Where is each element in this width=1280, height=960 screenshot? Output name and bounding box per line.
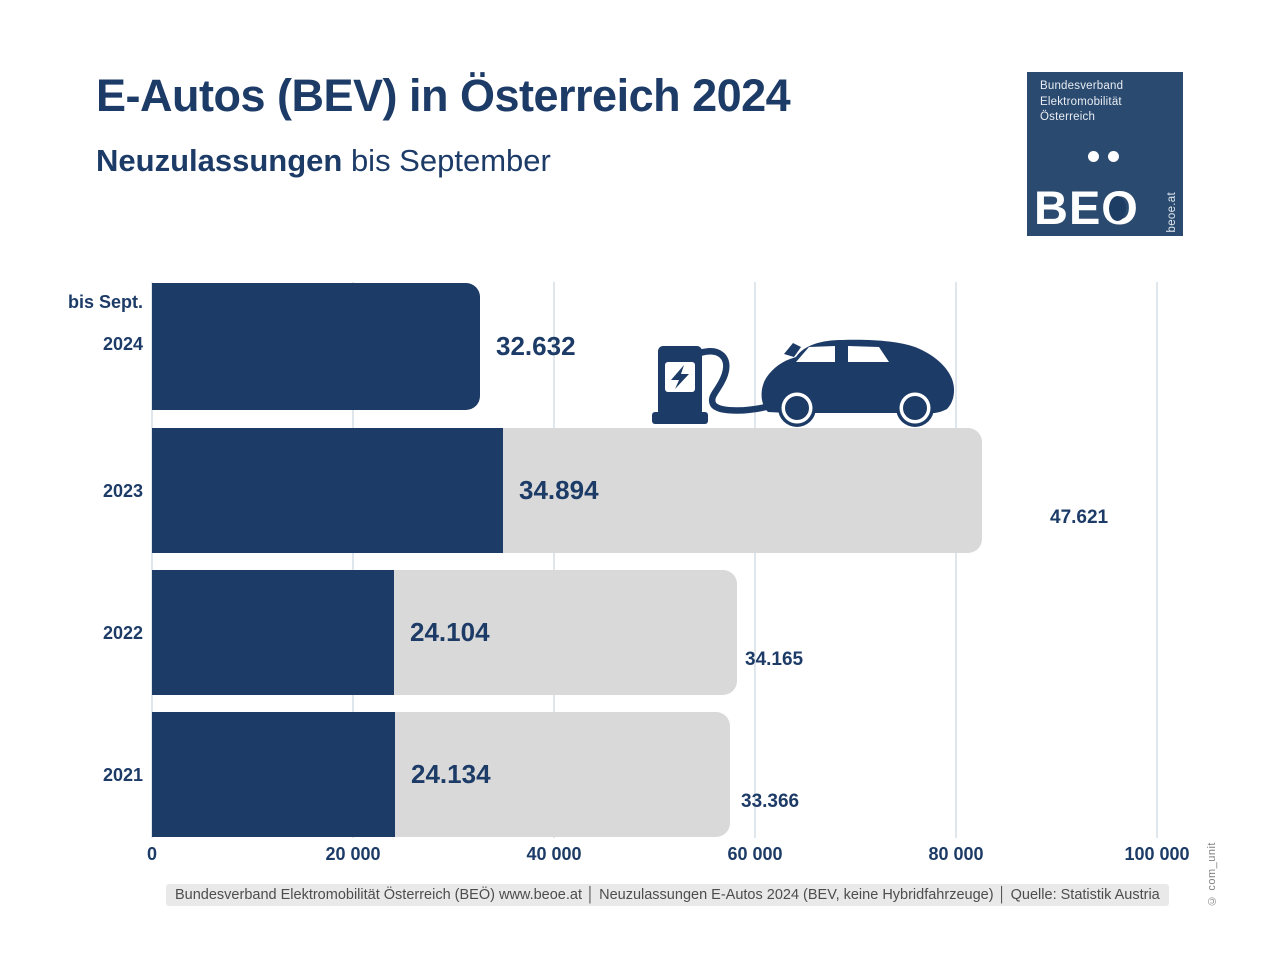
x-axis-tick-label: 40 000 <box>526 844 582 864</box>
category-line: 2022 <box>102 622 143 643</box>
bar-neuzulassungen-sept <box>152 570 394 695</box>
car-wheel <box>778 389 816 427</box>
category-line: 2024 <box>102 334 143 354</box>
x-axis-tick-label: 0 <box>146 844 157 864</box>
page-title: E-Autos (BEV) in Österreich 2024 <box>96 70 791 121</box>
source-caption: Bundesverband Elektromobilität Österreic… <box>166 884 1169 906</box>
bar-neuzulassungen-sept <box>152 712 395 837</box>
gridline <box>151 282 153 838</box>
value-label-sept: 24.104 <box>410 617 490 647</box>
logo-org-line: Österreich <box>1040 111 1096 123</box>
y-axis-category-label: 2022 <box>23 623 143 643</box>
car-front-window <box>796 346 835 362</box>
y-axis-category-label: 2023 <box>23 481 143 501</box>
value-label-gesamtjahr: 34.165 <box>745 649 804 670</box>
charging-station-icon <box>652 346 708 424</box>
bar-neuzulassungen-sept <box>152 428 503 553</box>
gridline <box>1156 282 1158 838</box>
value-label-sept: 32.632 <box>496 331 576 361</box>
subtitle-rest: bis September <box>342 143 551 178</box>
bar-neuzulassungen-gesamtjahr <box>395 712 730 837</box>
gridline <box>754 282 756 838</box>
subtitle-bold: Neuzulassungen <box>96 143 343 178</box>
y-axis-category-label: 2021 <box>23 765 143 785</box>
x-axis-tick-label: 80 000 <box>928 844 984 864</box>
page-subtitle: Neuzulassungen bis September <box>96 143 551 179</box>
charging-cable <box>696 348 770 414</box>
umlaut-dots-icon <box>1088 149 1128 162</box>
logo-o-counter <box>1109 196 1126 221</box>
car-wheel <box>896 389 934 427</box>
copyright-credit: © com_unit <box>1206 842 1218 907</box>
category-line: 2023 <box>102 480 143 501</box>
value-label-sept: 34.894 <box>519 475 599 505</box>
ev-charging-car-icon <box>652 339 955 427</box>
logo-org-name: Bundesverband Elektromobilität Österreic… <box>1040 79 1123 126</box>
bar-neuzulassungen-gesamtjahr <box>394 570 737 695</box>
logo-org-line: Elektromobilität <box>1040 95 1122 108</box>
x-axis-tick-label: 20 000 <box>325 844 381 864</box>
value-label-gesamtjahr: 33.366 <box>741 791 800 812</box>
y-axis-category-label: bis Sept. 2024 <box>23 292 143 354</box>
x-axis-tick-label: 60 000 <box>727 844 783 864</box>
bar-neuzulassungen-sept <box>152 283 480 410</box>
gridline <box>352 282 354 838</box>
category-line: 2021 <box>102 764 143 785</box>
bar-neuzulassungen-gesamtjahr <box>503 428 982 553</box>
category-line: bis Sept. <box>67 292 143 312</box>
lightning-bolt-icon <box>671 365 689 389</box>
value-label-sept: 24.134 <box>411 759 491 789</box>
car-mirror <box>784 343 801 357</box>
ev-car-icon <box>761 339 955 427</box>
value-label-gesamtjahr: 47.621 <box>1050 507 1109 528</box>
car-rear-window <box>848 346 889 362</box>
gridline <box>955 282 957 838</box>
gridline <box>553 282 555 838</box>
beoe-logo: Bundesverband Elektromobilität Österreic… <box>1027 72 1183 236</box>
logo-org-line: Bundesverband <box>1040 80 1124 92</box>
x-axis-tick-label: 100 000 <box>1124 844 1190 864</box>
